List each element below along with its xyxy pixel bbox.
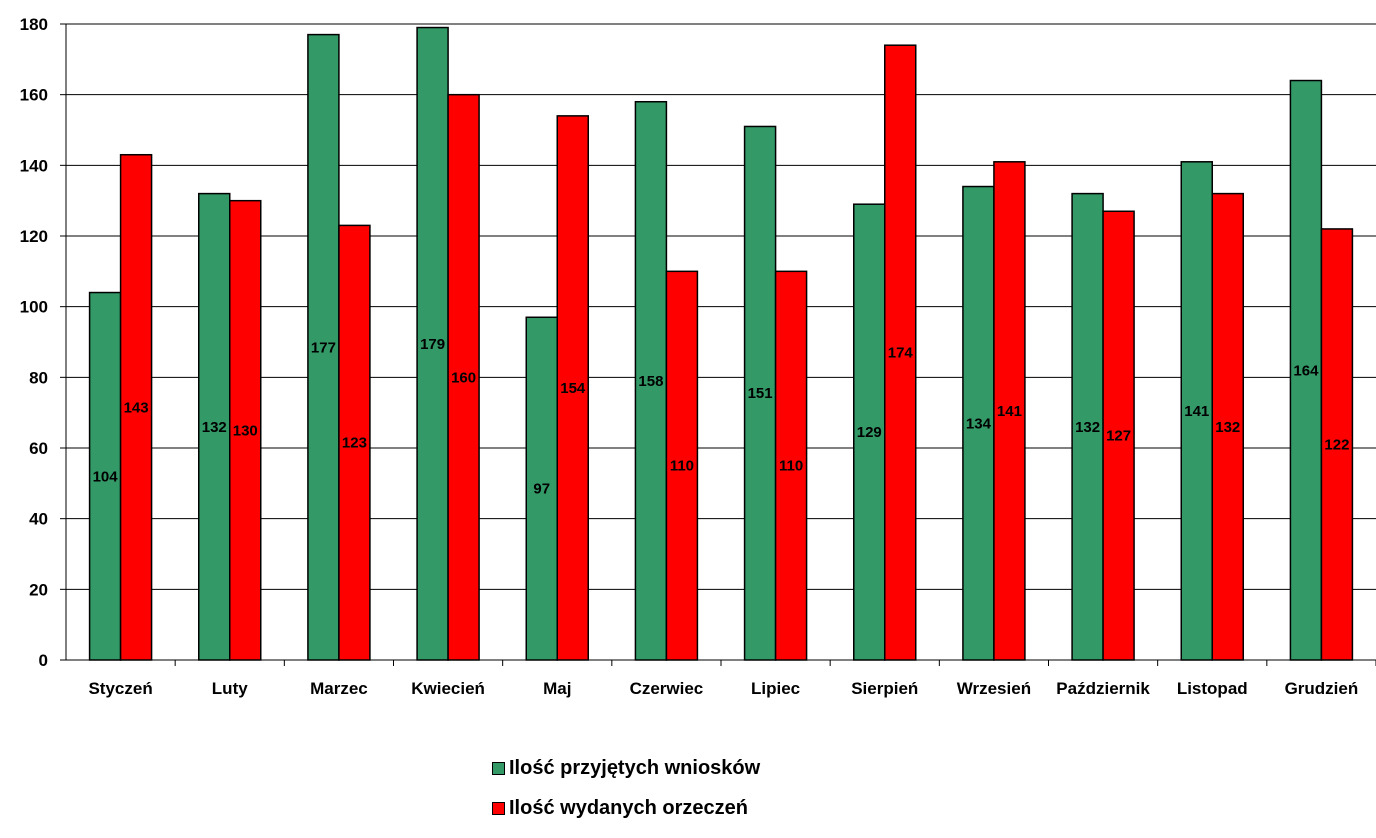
x-tick-label: Styczeń	[88, 679, 152, 698]
bar-series-1	[1180, 161, 1213, 661]
y-tick-label: 120	[20, 227, 48, 246]
data-label-series-1: 132	[1075, 419, 1100, 436]
data-label-series-2: 123	[342, 435, 367, 452]
x-tick-label: Marzec	[310, 679, 368, 698]
x-axis: Styczeń Luty Marzec Kwiecień Maj Czerwiec Lipi…	[65, 24, 1376, 698]
y-tick-label: 160	[20, 86, 48, 105]
data-label-series-1: 129	[857, 424, 882, 441]
y-tick-label: 100	[20, 298, 48, 317]
legend-swatch-series-2	[492, 801, 505, 815]
bars	[88, 26, 1354, 661]
bar-series-1	[307, 33, 340, 661]
data-label-series-1: 164	[1293, 362, 1319, 379]
x-tick-label: Kwiecień	[411, 679, 485, 698]
bar-series-1	[1289, 79, 1323, 661]
x-tick-label: Czerwiec	[630, 679, 704, 698]
data-label-series-2: 110	[670, 458, 694, 475]
data-label-series-1: 141	[1184, 403, 1209, 420]
bar-series-2	[665, 270, 699, 661]
bar-series-2	[884, 44, 917, 661]
bar-series-2	[1320, 228, 1354, 661]
data-label-series-1: 158	[638, 373, 663, 390]
legend-label-series-1: Ilość przyjętych wniosków	[509, 756, 761, 779]
y-tick-label: 40	[29, 510, 48, 529]
y-axis-ticks: 0 20 40 60 80 100 120 140 160 180	[20, 15, 66, 670]
x-tick-label: Sierpień	[851, 679, 918, 698]
bar-series-1	[198, 192, 231, 661]
data-label-series-2: 122	[1324, 436, 1349, 453]
x-tick-label: Lipiec	[751, 679, 800, 698]
data-label-series-1: 177	[311, 339, 336, 356]
legend-item-series-1: Ilość przyjętych wniosków	[492, 756, 761, 779]
data-label-series-2: 143	[124, 399, 149, 416]
bar-chart: 0 20 40 60 80 100 120 140 160 180 104 143 132 130 177…	[20, 15, 1376, 698]
y-tick-label: 20	[29, 580, 48, 599]
x-tick-label: Październik	[1056, 679, 1150, 698]
data-label-series-2: 141	[997, 403, 1022, 420]
data-label-series-1: 134	[966, 415, 992, 432]
data-labels: 104 143 132 130 177 123 179 160 97 154 158 110 151 11…	[93, 336, 1350, 498]
bar-series-2	[119, 153, 153, 661]
data-label-series-2: 174	[888, 345, 914, 362]
bar-series-2	[993, 161, 1026, 661]
legend-swatch-series-1	[492, 761, 505, 775]
y-tick-label: 0	[39, 651, 48, 670]
data-label-series-1: 132	[202, 419, 227, 436]
data-label-series-2: 160	[451, 369, 476, 386]
x-tick-label: Wrzesień	[957, 679, 1031, 698]
data-label-series-1: 151	[748, 385, 773, 402]
data-label-series-2: 127	[1106, 428, 1131, 445]
bar-series-1	[525, 316, 558, 661]
bar-series-1	[416, 26, 449, 661]
bar-series-2	[556, 115, 589, 661]
bar-series-2	[229, 199, 262, 661]
data-label-series-2: 110	[779, 458, 803, 475]
bar-series-1	[634, 100, 668, 661]
legend: Ilość przyjętych wniosków Ilość wydanych…	[492, 756, 761, 838]
x-tick-label: Listopad	[1177, 679, 1248, 698]
y-tick-label: 80	[29, 368, 48, 387]
bar-series-1	[853, 203, 886, 661]
data-label-series-2: 130	[233, 422, 258, 439]
x-tick-label: Luty	[212, 679, 248, 698]
bar-series-2	[774, 270, 808, 661]
gridlines	[66, 23, 1376, 590]
data-label-series-2: 154	[560, 380, 586, 397]
data-label-series-1: 104	[93, 468, 119, 485]
data-label-series-2: 132	[1215, 419, 1240, 436]
x-tick-label: Grudzień	[1285, 679, 1359, 698]
legend-label-series-2: Ilość wydanych orzeczeń	[509, 796, 748, 819]
legend-item-series-2: Ilość wydanych orzeczeń	[492, 796, 760, 819]
y-tick-label: 60	[29, 439, 48, 458]
y-tick-label: 140	[20, 156, 48, 175]
x-tick-label: Maj	[543, 679, 571, 698]
data-label-series-1: 179	[420, 336, 445, 353]
bar-series-2	[1102, 210, 1135, 661]
y-tick-label: 180	[20, 15, 48, 34]
data-label-series-1: 97	[533, 481, 550, 498]
bar-series-2	[1211, 192, 1244, 661]
